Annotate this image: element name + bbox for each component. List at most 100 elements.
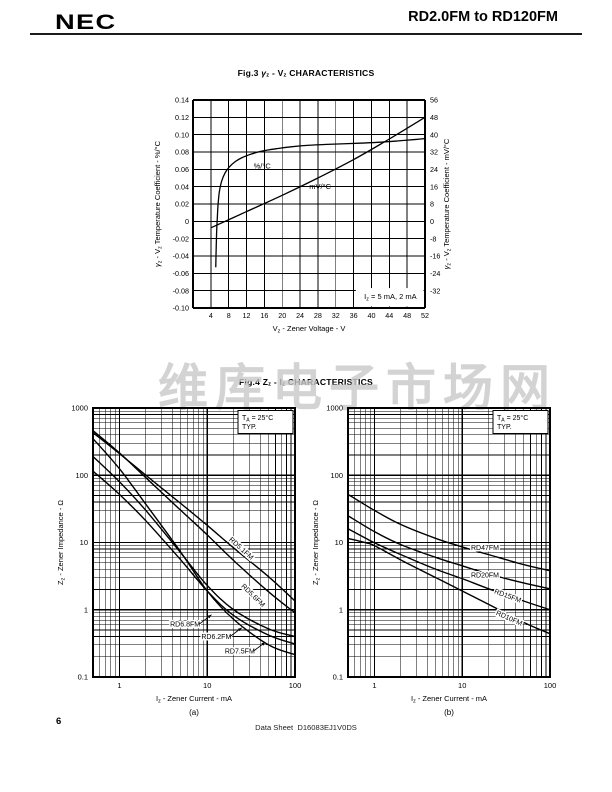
svg-text:56: 56 [430,96,438,105]
svg-text:10: 10 [335,538,343,547]
svg-text:40: 40 [430,130,438,139]
svg-text:-0.08: -0.08 [173,286,189,295]
page-title: RD2.0FM to RD120FM [408,9,558,25]
fig3-curve-mV/°C [210,116,426,229]
svg-text:24: 24 [296,311,304,320]
svg-text:36: 36 [350,311,358,320]
fig4a-curve-label: RD6.2FM [201,634,231,641]
svg-text:1000: 1000 [71,404,88,413]
svg-text:TA = 25°C: TA = 25°C [242,414,273,423]
svg-text:-0.04: -0.04 [173,252,189,261]
nec-logo: NEC [55,11,117,34]
svg-text:40: 40 [367,311,375,320]
svg-text:100: 100 [330,471,343,480]
svg-text:0.02: 0.02 [175,200,189,209]
svg-text:0: 0 [430,217,434,226]
fig4b-yaxis-label: Zz - Zener Impedance - Ω [311,500,322,585]
svg-text:0.1: 0.1 [78,673,88,682]
svg-text:1000: 1000 [326,404,343,413]
svg-text:48: 48 [403,311,411,320]
fig4a-curve-label: RD7.5FM [225,648,255,655]
svg-text:8: 8 [430,200,434,209]
fig4a-xaxis-label: Iz - Zener Current - mA [156,694,232,705]
svg-text:0.06: 0.06 [175,165,189,174]
fig4a-leader-arrow [237,627,242,632]
fig4b-curve-label: RD20FM [471,573,499,580]
fig3-xaxis-label: Vz - Zener Voltage - V [273,324,346,335]
svg-text:100: 100 [544,681,557,690]
svg-text:0.04: 0.04 [175,182,189,191]
fig4a-leader-arrow [207,614,212,619]
svg-text:100: 100 [75,471,88,480]
svg-text:20: 20 [278,311,286,320]
fig3-curve-label: mV/°C [309,182,331,191]
fig4b-curve-label: RD47FM [471,545,499,552]
svg-text:8: 8 [227,311,231,320]
fig4a-curve-RD5.6FM [92,430,296,614]
svg-text:32: 32 [332,311,340,320]
svg-text:0.1: 0.1 [333,673,343,682]
svg-text:16: 16 [260,311,268,320]
svg-text:-0.02: -0.02 [173,234,189,243]
fig3-yaxis-left-label: γz - Vz Temperature Coefficient - %/°C [153,140,164,267]
fig4-title: Fig.4 Zz - Iz CHARACTERISTICS [239,377,373,388]
svg-text:1: 1 [372,681,376,690]
svg-text:TYP.: TYP. [497,424,512,431]
svg-text:10: 10 [203,681,211,690]
fig4b-curve-RD47FM [347,493,551,572]
fig4a-chart: 0.1 1 10 100 1000 1 10 100 Iz - Zener Current - … [56,404,301,717]
watermark: 维库电子市场网 [158,360,557,416]
fig4b-curve-label: RD15FM [493,588,522,604]
svg-text:TA = 25°C: TA = 25°C [497,414,528,423]
svg-text:-0.06: -0.06 [173,269,189,278]
page-number: 6 [56,716,62,727]
fig4a-curve-RD7.5FM [92,438,296,656]
fig3-grid [192,99,426,309]
svg-text:28: 28 [314,311,322,320]
svg-text:-16: -16 [430,252,440,261]
svg-text:12: 12 [243,311,251,320]
svg-text:-8: -8 [430,234,436,243]
svg-text:-32: -32 [430,286,440,295]
svg-text:4: 4 [209,311,213,320]
fig4a-leader-arrow [261,642,266,646]
svg-text:-24: -24 [430,269,440,278]
fig4a-curve-label: RD6.8FM [170,622,200,629]
fig3-annotation: Iz = 5 mA, 2 mA [364,292,417,303]
svg-text:0.12: 0.12 [175,113,189,122]
svg-text:32: 32 [430,148,438,157]
fig4b-condition-box [492,410,549,434]
fig3-curve-label: %/°C [254,161,272,170]
fig4b-caption: (b) [444,708,454,717]
fig3-title: Fig.3 γz - Vz CHARACTERISTICS [237,68,375,79]
svg-text:0.14: 0.14 [175,96,189,105]
fig4b-curve-RD15FM [347,528,551,611]
svg-text:10: 10 [80,538,88,547]
fig3-yaxis-right-label: γz - Vz Temperature Coefficient - mV/°C [442,138,453,269]
svg-text:24: 24 [430,165,438,174]
fig3-chart: 0.14 0.12 0.10 0.08 0.06 0.04 0.02 0 -0.02 -0.04 -… [153,96,453,335]
svg-text:44: 44 [385,311,393,320]
fig4b-curve-RD20FM [347,515,551,590]
fig4b-xaxis-label: Iz - Zener Current - mA [411,694,487,705]
fig3-curve-%/°C [215,137,426,268]
fig4a-grid [93,407,296,678]
fig4a-curve-RD6.8FM [92,455,296,638]
svg-text:TYP.: TYP. [242,424,257,431]
svg-text:0: 0 [185,217,189,226]
fig4a-curve-RD6.2FM [92,470,296,645]
fig4a-yaxis-label: Zz - Zener Impedance - Ω [56,500,67,585]
svg-text:1: 1 [84,605,88,614]
footer-doc-ref: Data Sheet D16083EJ1V0DS [255,723,357,732]
fig4b-curve-RD10FM [347,537,551,635]
svg-text:1: 1 [339,605,343,614]
svg-text:1: 1 [117,681,121,690]
header-rule [30,33,582,35]
svg-text:52: 52 [421,311,429,320]
fig4a-condition-box [237,410,294,434]
svg-text:0.10: 0.10 [175,130,189,139]
fig4a-caption: (a) [189,708,199,717]
fig4b-chart: 0.1 1 10 100 1000 1 10 100 Iz - Zener Current - … [311,404,557,717]
svg-text:-0.10: -0.10 [173,304,189,313]
